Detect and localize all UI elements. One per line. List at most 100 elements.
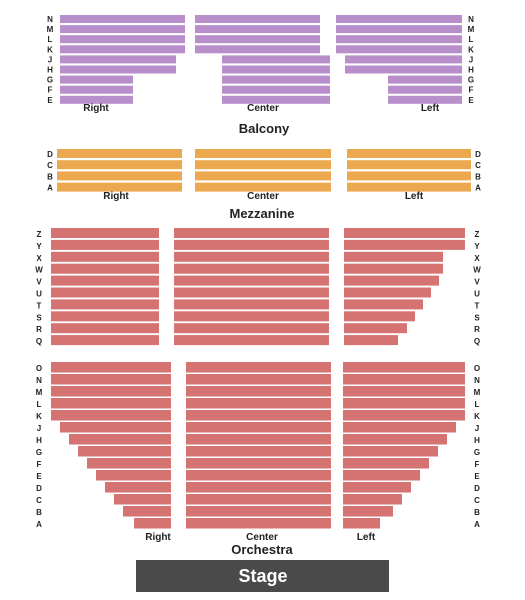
orchestra-upper-left-row-S[interactable]	[344, 311, 415, 322]
orchestra-right-row-O[interactable]	[51, 362, 171, 373]
balcony-center-row-J[interactable]	[222, 55, 330, 64]
orchestra-upper-left-row-Y[interactable]	[344, 239, 465, 250]
orchestra-right-row-D[interactable]	[105, 482, 171, 493]
orchestra-center-row-K[interactable]	[186, 410, 331, 421]
balcony-center-row-N[interactable]	[195, 15, 320, 23]
orchestra-right-row-J[interactable]	[60, 422, 171, 433]
orchestra-upper-left-row-W[interactable]	[344, 263, 443, 274]
orchestra-center-row-O[interactable]	[186, 362, 331, 373]
orchestra-left-row-E[interactable]	[343, 470, 420, 481]
balcony-center-row-K[interactable]	[195, 45, 320, 54]
balcony-left-row-K[interactable]	[336, 45, 462, 54]
mezzanine-center-row-C[interactable]	[195, 160, 331, 170]
orchestra-upper-right-row-S[interactable]	[51, 311, 159, 322]
orchestra-upper-right-row-R[interactable]	[51, 323, 159, 334]
balcony-center-row-F[interactable]	[222, 85, 330, 94]
orchestra-left-row-G[interactable]	[343, 446, 438, 457]
orchestra-center-row-J[interactable]	[186, 422, 331, 433]
orchestra-upper-left-row-R[interactable]	[344, 323, 407, 334]
balcony-left-row-N[interactable]	[336, 15, 462, 23]
orchestra-upper-right-row-Z[interactable]	[51, 228, 159, 238]
mezzanine-right-row-A[interactable]	[57, 182, 182, 192]
orchestra-left-row-N[interactable]	[343, 374, 465, 385]
orchestra-upper-center-row-Q[interactable]	[174, 335, 329, 346]
orchestra-right-row-B[interactable]	[123, 506, 171, 517]
orchestra-right-row-G[interactable]	[78, 446, 171, 457]
balcony-left-row-J[interactable]	[345, 55, 462, 64]
orchestra-left-row-M[interactable]	[343, 386, 465, 397]
mezzanine-left-row-B[interactable]	[347, 171, 471, 181]
orchestra-upper-center-row-T[interactable]	[174, 299, 329, 310]
orchestra-left-row-C[interactable]	[343, 494, 402, 505]
balcony-right-row-H[interactable]	[60, 65, 176, 74]
balcony-center-row-M[interactable]	[195, 25, 320, 34]
orchestra-center-row-F[interactable]	[186, 458, 331, 469]
orchestra-center-row-M[interactable]	[186, 386, 331, 397]
balcony-right-row-F[interactable]	[60, 85, 133, 94]
orchestra-right-row-E[interactable]	[96, 470, 171, 481]
orchestra-center-row-E[interactable]	[186, 470, 331, 481]
orchestra-upper-left-row-Z[interactable]	[344, 228, 465, 238]
balcony-right-row-K[interactable]	[60, 45, 185, 54]
balcony-right-row-J[interactable]	[60, 55, 176, 64]
orchestra-right-row-A[interactable]	[134, 518, 171, 529]
mezzanine-left-row-A[interactable]	[347, 182, 471, 192]
orchestra-right-row-N[interactable]	[51, 374, 171, 385]
orchestra-left-row-K[interactable]	[343, 410, 465, 421]
orchestra-upper-center-row-S[interactable]	[174, 311, 329, 322]
balcony-left-row-M[interactable]	[336, 25, 462, 34]
orchestra-upper-right-row-U[interactable]	[51, 287, 159, 298]
orchestra-upper-right-row-W[interactable]	[51, 263, 159, 274]
balcony-center-row-E[interactable]	[222, 95, 330, 104]
mezzanine-center-row-A[interactable]	[195, 182, 331, 192]
balcony-left-row-H[interactable]	[345, 65, 462, 74]
orchestra-left-row-J[interactable]	[343, 422, 456, 433]
orchestra-upper-center-row-U[interactable]	[174, 287, 329, 298]
mezzanine-left-row-C[interactable]	[347, 160, 471, 170]
orchestra-upper-center-row-Z[interactable]	[174, 228, 329, 238]
orchestra-upper-left-row-X[interactable]	[344, 251, 443, 262]
orchestra-upper-left-row-U[interactable]	[344, 287, 431, 298]
balcony-left-row-E[interactable]	[388, 95, 462, 104]
balcony-left-row-F[interactable]	[388, 85, 462, 94]
orchestra-upper-left-row-Q[interactable]	[344, 335, 398, 346]
balcony-left-row-L[interactable]	[336, 35, 462, 44]
orchestra-upper-center-row-Y[interactable]	[174, 239, 329, 250]
orchestra-upper-center-row-V[interactable]	[174, 275, 329, 286]
orchestra-left-row-O[interactable]	[343, 362, 465, 373]
balcony-right-row-M[interactable]	[60, 25, 185, 34]
balcony-center-row-L[interactable]	[195, 35, 320, 44]
balcony-right-row-N[interactable]	[60, 15, 185, 23]
orchestra-right-row-K[interactable]	[51, 410, 171, 421]
orchestra-left-row-F[interactable]	[343, 458, 429, 469]
balcony-right-row-G[interactable]	[60, 75, 133, 84]
orchestra-left-row-H[interactable]	[343, 434, 447, 445]
orchestra-left-row-L[interactable]	[343, 398, 465, 409]
mezzanine-center-row-B[interactable]	[195, 171, 331, 181]
mezzanine-center-row-D[interactable]	[195, 149, 331, 158]
orchestra-upper-right-row-T[interactable]	[51, 299, 159, 310]
orchestra-center-row-H[interactable]	[186, 434, 331, 445]
orchestra-upper-left-row-V[interactable]	[344, 275, 439, 286]
orchestra-center-row-N[interactable]	[186, 374, 331, 385]
orchestra-right-row-C[interactable]	[114, 494, 171, 505]
mezzanine-right-row-D[interactable]	[57, 149, 182, 158]
orchestra-left-row-A[interactable]	[343, 518, 380, 529]
orchestra-left-row-D[interactable]	[343, 482, 411, 493]
orchestra-center-row-B[interactable]	[186, 506, 331, 517]
orchestra-right-row-H[interactable]	[69, 434, 171, 445]
orchestra-upper-left-row-T[interactable]	[344, 299, 423, 310]
orchestra-center-row-D[interactable]	[186, 482, 331, 493]
orchestra-upper-center-row-W[interactable]	[174, 263, 329, 274]
orchestra-upper-right-row-Y[interactable]	[51, 239, 159, 250]
balcony-center-row-H[interactable]	[222, 65, 330, 74]
balcony-center-row-G[interactable]	[222, 75, 330, 84]
mezzanine-left-row-D[interactable]	[347, 149, 471, 158]
orchestra-upper-right-row-X[interactable]	[51, 251, 159, 262]
mezzanine-right-row-C[interactable]	[57, 160, 182, 170]
orchestra-upper-right-row-V[interactable]	[51, 275, 159, 286]
balcony-right-row-L[interactable]	[60, 35, 185, 44]
orchestra-right-row-L[interactable]	[51, 398, 171, 409]
orchestra-center-row-C[interactable]	[186, 494, 331, 505]
orchestra-center-row-L[interactable]	[186, 398, 331, 409]
